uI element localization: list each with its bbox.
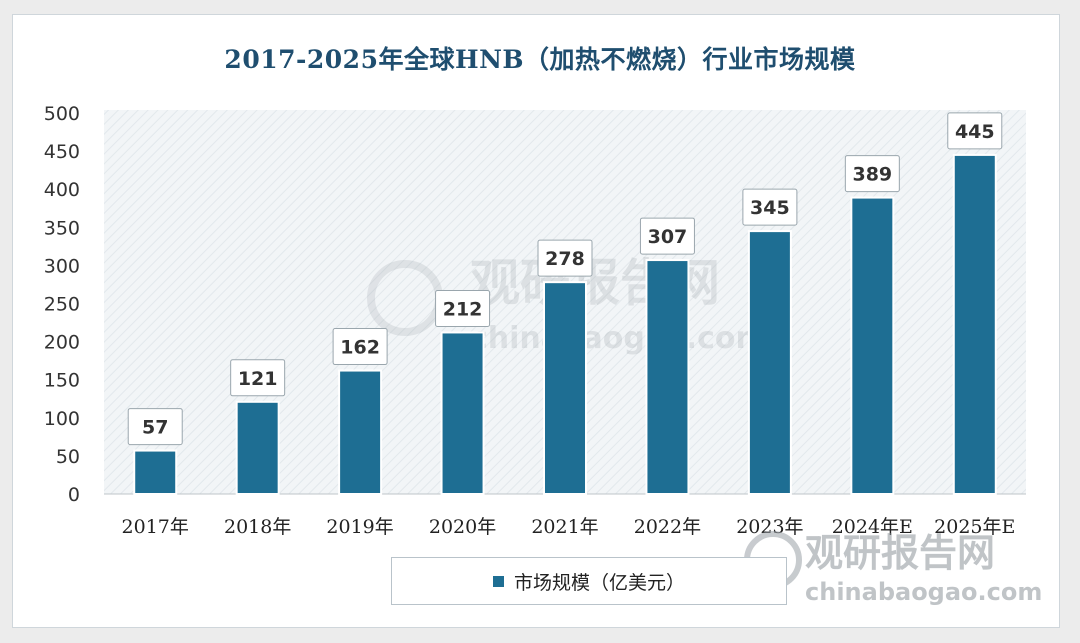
data-label: 121 (238, 368, 278, 390)
data-label-box (844, 155, 900, 193)
watermark-corner: 观研报告网 chinabaogao.com (744, 531, 1042, 606)
watermark-center-en: chinabaogao.com (470, 321, 767, 356)
y-tick-label: 500 (44, 103, 80, 125)
legend-label: 市场规模（亿美元） (513, 571, 685, 594)
x-tick-label: 2021年 (531, 516, 598, 538)
x-tick-label: 2024年E (832, 516, 913, 538)
bar-2021年 (543, 281, 587, 495)
x-tick-label: 2020年 (429, 516, 496, 538)
x-tick-label: 2022年 (634, 516, 701, 538)
data-label-box (742, 188, 798, 226)
watermark-corner-cn: 观研报告网 (805, 531, 995, 575)
data-label: 389 (852, 164, 892, 186)
bar-2020年 (440, 331, 485, 495)
data-label: 445 (955, 121, 995, 143)
bar-2017年 (133, 449, 178, 496)
y-tick-label: 200 (44, 332, 80, 354)
legend: 市场规模（亿美元） (391, 557, 787, 605)
bar-2022年 (645, 259, 690, 496)
x-tick-label: 2019年 (326, 516, 393, 538)
y-tick-label: 50 (56, 446, 80, 468)
x-axis: 2017年 2018年 2019年 2020年 2021年 2022年 2023年 2024年… (122, 516, 1016, 538)
data-label: 212 (443, 298, 483, 320)
y-axis: 0 50 100 150 200 250 300 350 400 450 500 (44, 103, 80, 506)
bar-2023年 (747, 230, 792, 496)
y-tick-label: 300 (44, 255, 80, 277)
y-tick-label: 350 (44, 217, 80, 239)
data-label-box (947, 112, 1003, 150)
data-label: 278 (545, 248, 585, 270)
watermark-corner-en: chinabaogao.com (805, 578, 1042, 606)
y-tick-label: 450 (44, 141, 80, 163)
data-label: 307 (648, 226, 688, 248)
data-label-box (639, 217, 695, 255)
bar-2024年E (850, 196, 895, 495)
x-tick-label: 2023年 (736, 516, 803, 538)
bars: 57 121 162 212 278 307 345 389 445 (127, 112, 1003, 496)
data-label-box (537, 239, 593, 277)
data-label-box (332, 328, 388, 366)
bar-2025年E (952, 153, 997, 495)
y-tick-label: 400 (44, 179, 80, 201)
data-label-box (127, 408, 183, 446)
x-tick-label: 2017年 (122, 516, 189, 538)
bar-2018年 (235, 400, 280, 496)
data-label: 57 (142, 417, 168, 439)
x-tick-label: 2025年E (934, 516, 1015, 538)
y-tick-label: 100 (44, 408, 80, 430)
data-label: 162 (340, 337, 380, 359)
bar-2019年 (338, 369, 383, 495)
chart-title: 2017-2025年全球HNB（加热不燃烧）行业市场规模 (224, 45, 856, 74)
y-tick-label: 0 (68, 484, 80, 506)
y-tick-label: 250 (44, 294, 80, 316)
y-tick-label: 150 (44, 370, 80, 392)
data-label: 345 (750, 197, 790, 219)
legend-swatch (492, 575, 504, 587)
x-tick-label: 2018年 (224, 516, 291, 538)
data-label-box (435, 289, 491, 327)
data-label-box (230, 359, 286, 397)
